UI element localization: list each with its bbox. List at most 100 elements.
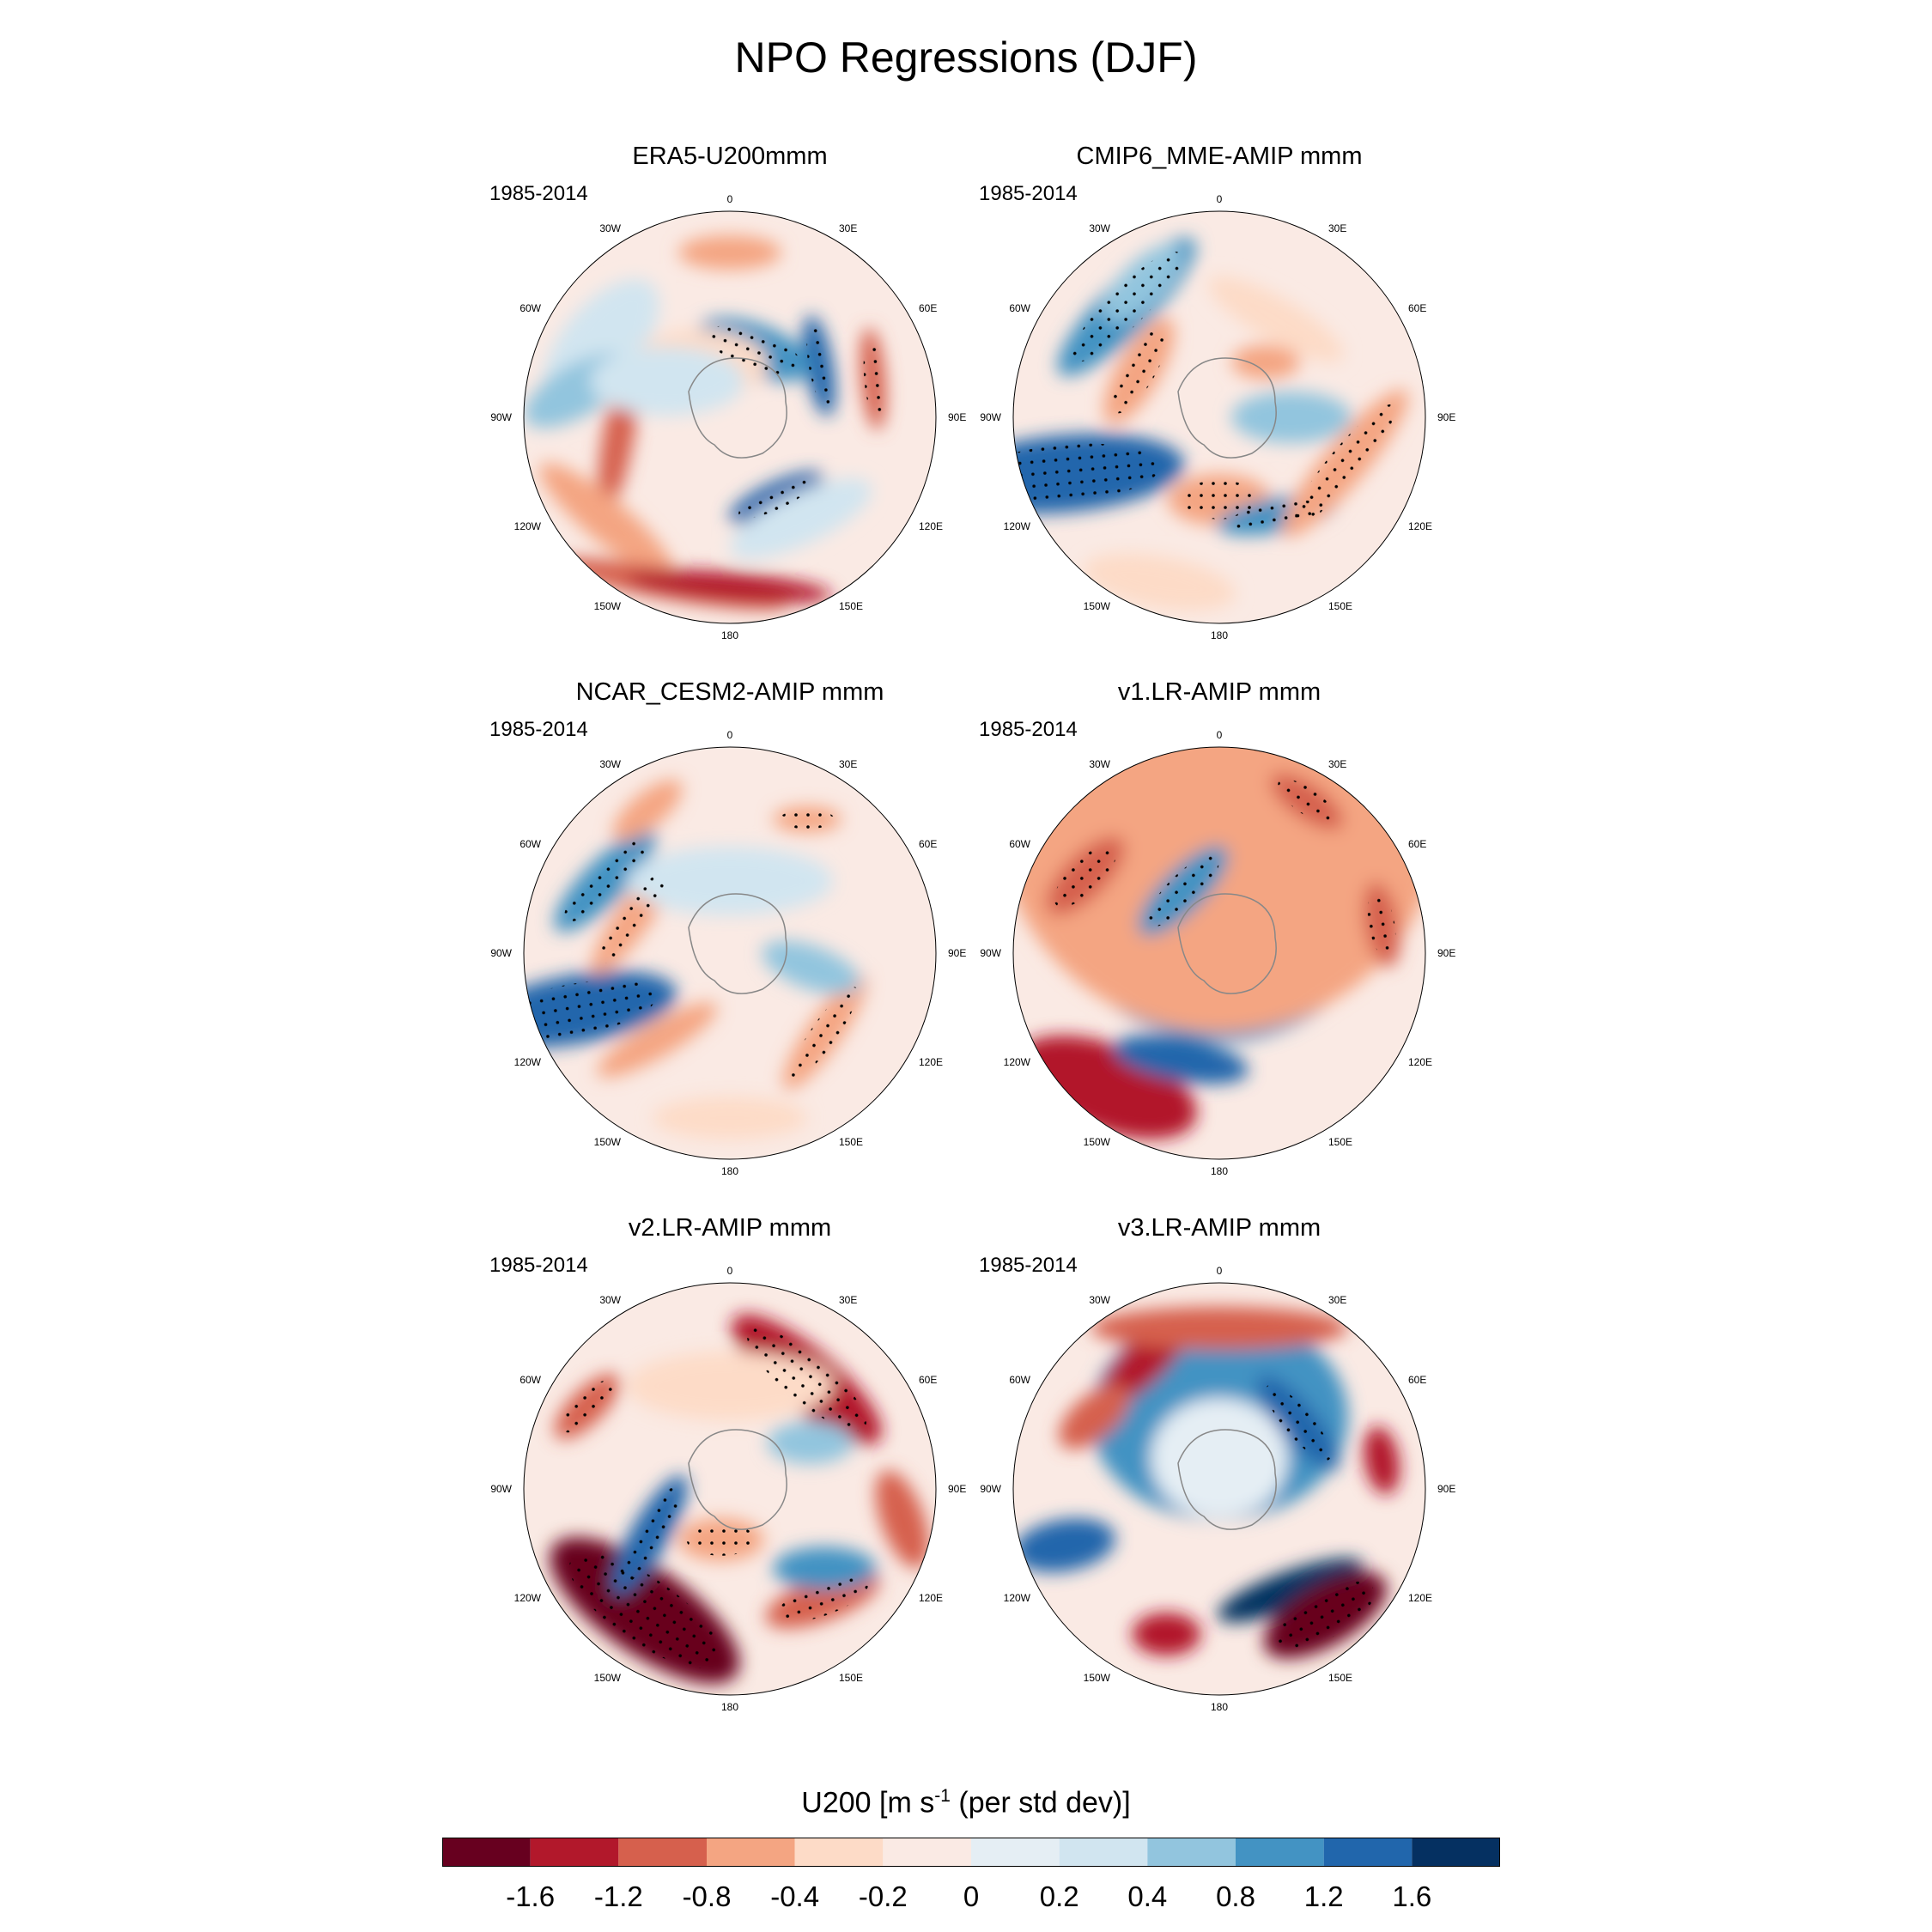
anomaly-blob [1083,553,1236,611]
longitude-label: 180 [721,1165,738,1177]
significance-stipple [1111,328,1167,414]
longitude-label: 60E [919,1374,937,1386]
anomaly-blob [678,235,781,270]
anomaly-blob [653,1097,807,1139]
colorbar-segment [530,1838,619,1867]
longitude-label: 150W [594,1672,622,1684]
colorbar-segment [442,1838,531,1867]
colorbar-segment [1147,1838,1236,1867]
colorbar-tick-label: 0.4 [1127,1880,1168,1912]
longitude-label: 30E [839,758,857,770]
significance-stipple [791,987,859,1078]
anomaly-blob [1013,747,1425,1032]
polar-map: 0 30E 60E 90E 120E 150E 180 150W 120W 90W 60W 30W [490,729,966,1177]
longitude-label: 90W [490,411,512,423]
colorbar-tick-label: 1.2 [1303,1880,1344,1912]
longitude-label: 60E [1408,838,1426,850]
significance-stipple [1367,890,1396,959]
significance-stipple [569,1552,720,1668]
significance-stipple [1265,1384,1332,1461]
panel-period: 1985-2014 [979,1254,1078,1277]
panel-title: CMIP6_MME-AMIP mmm [1076,143,1363,170]
longitude-label: 30W [1089,758,1110,770]
longitude-label: 30W [1089,222,1110,234]
longitude-label: 90E [1437,947,1455,959]
longitude-label: 150W [594,1136,622,1148]
longitude-label: 120W [514,1056,542,1068]
longitude-label: 60E [919,838,937,850]
colorbar-tick-label: 0.8 [1216,1880,1255,1912]
longitude-label: 60E [919,302,937,314]
longitude-label: 150E [1328,600,1352,612]
longitude-label: 180 [1211,629,1228,641]
colorbar-segment [618,1838,707,1867]
colorbar-tick-label: -1.2 [593,1880,643,1912]
map-boundary [523,746,937,1160]
anomaly-blob [1058,1384,1131,1449]
figure-title: NPO Regressions (DJF) [734,33,1198,82]
anomaly-blob [1091,1306,1348,1350]
longitude-label: 30W [599,222,621,234]
panel-v1-lr: v1.LR-AMIP mmm 1985-2014 0 30E 60E 90E 120E 1… [979,678,1460,1194]
longitude-label: 90E [948,1483,966,1495]
colorbar-tick-label: 1.6 [1392,1880,1432,1912]
panel-title: NCAR_CESM2-AMIP mmm [575,678,884,706]
anomaly-blob [875,1470,930,1569]
longitude-label: 30E [1328,222,1346,234]
colorbar-tick-label: -0.2 [858,1880,908,1912]
significance-stipple [708,325,800,374]
colorbar-tick-label: 0 [963,1880,980,1912]
longitude-label: 60E [1408,302,1426,314]
colorbar-segment [1236,1838,1324,1867]
longitude-label: 120E [919,1592,943,1604]
significance-stipple [1054,844,1117,908]
panel-ncar-cesm2: NCAR_CESM2-AMIP mmm 1985-2014 0 30E 60E 90E… [489,678,970,1194]
colorbar [442,1838,1500,1867]
significance-stipple [1147,854,1219,927]
colorbar-segment [971,1838,1060,1867]
panel-period: 1985-2014 [489,718,588,741]
panel-title: v1.LR-AMIP mmm [1117,678,1321,706]
longitude-label: 120W [1004,520,1031,532]
colorbar-segment [1323,1838,1413,1867]
significance-stipple [686,1523,756,1556]
longitude-label: 150W [1084,600,1111,612]
anomaly-field [524,1283,936,1695]
panel-cmip6-mme: CMIP6_MME-AMIP mmm 1985-2014 0 30E 60E 90E 1… [979,143,1460,658]
significance-stipple [1278,779,1336,824]
longitude-label: 90E [948,411,966,423]
longitude-label: 150E [839,600,863,612]
longitude-label: 0 [727,1265,733,1277]
polar-map: 0 30E 60E 90E 120E 150E 180 150W 120W 90W 60W 30W [980,1265,1455,1713]
longitude-label: 120W [1004,1592,1031,1604]
panel-title: ERA5-U200mmm [632,143,828,170]
significance-stipple [1295,404,1395,522]
map-boundary [523,210,937,624]
longitude-label: 180 [721,1701,738,1713]
longitude-label: 30E [1328,1294,1346,1306]
map-boundary [1012,1282,1426,1696]
longitude-label: 30W [599,1294,621,1306]
anomaly-blob [730,478,872,559]
longitude-label: 120E [919,1056,943,1068]
colorbar-segment [883,1838,971,1867]
colorbar-tick-label: -0.8 [682,1880,732,1912]
colorbar-title: U200 [m s-1 (per std dev)] [801,1786,1131,1820]
longitude-label: 60W [1009,302,1030,314]
anomaly-blob [1151,1398,1288,1518]
map-boundary [523,1282,937,1696]
panel-era5: ERA5-U200mmm 1985-2014 0 30E 60E 90E 120E 150… [489,143,970,658]
significance-stipple [619,1486,680,1584]
longitude-label: 30W [599,758,621,770]
polar-map: 0 30E 60E 90E 120E 150E 180 150W 120W 90W 60W 30W [490,193,966,641]
anomaly-blob [590,347,745,416]
significance-stipple [806,325,832,407]
longitude-label: 180 [1211,1165,1228,1177]
colorbar-segment [794,1838,884,1867]
colorbar-segment [1412,1838,1500,1867]
longitude-label: 60W [519,302,541,314]
longitude-label: 30E [1328,758,1346,770]
antarctica-outline [1177,1429,1277,1530]
longitude-label: 60E [1408,1374,1426,1386]
panel-title: v3.LR-AMIP mmm [1117,1214,1321,1242]
